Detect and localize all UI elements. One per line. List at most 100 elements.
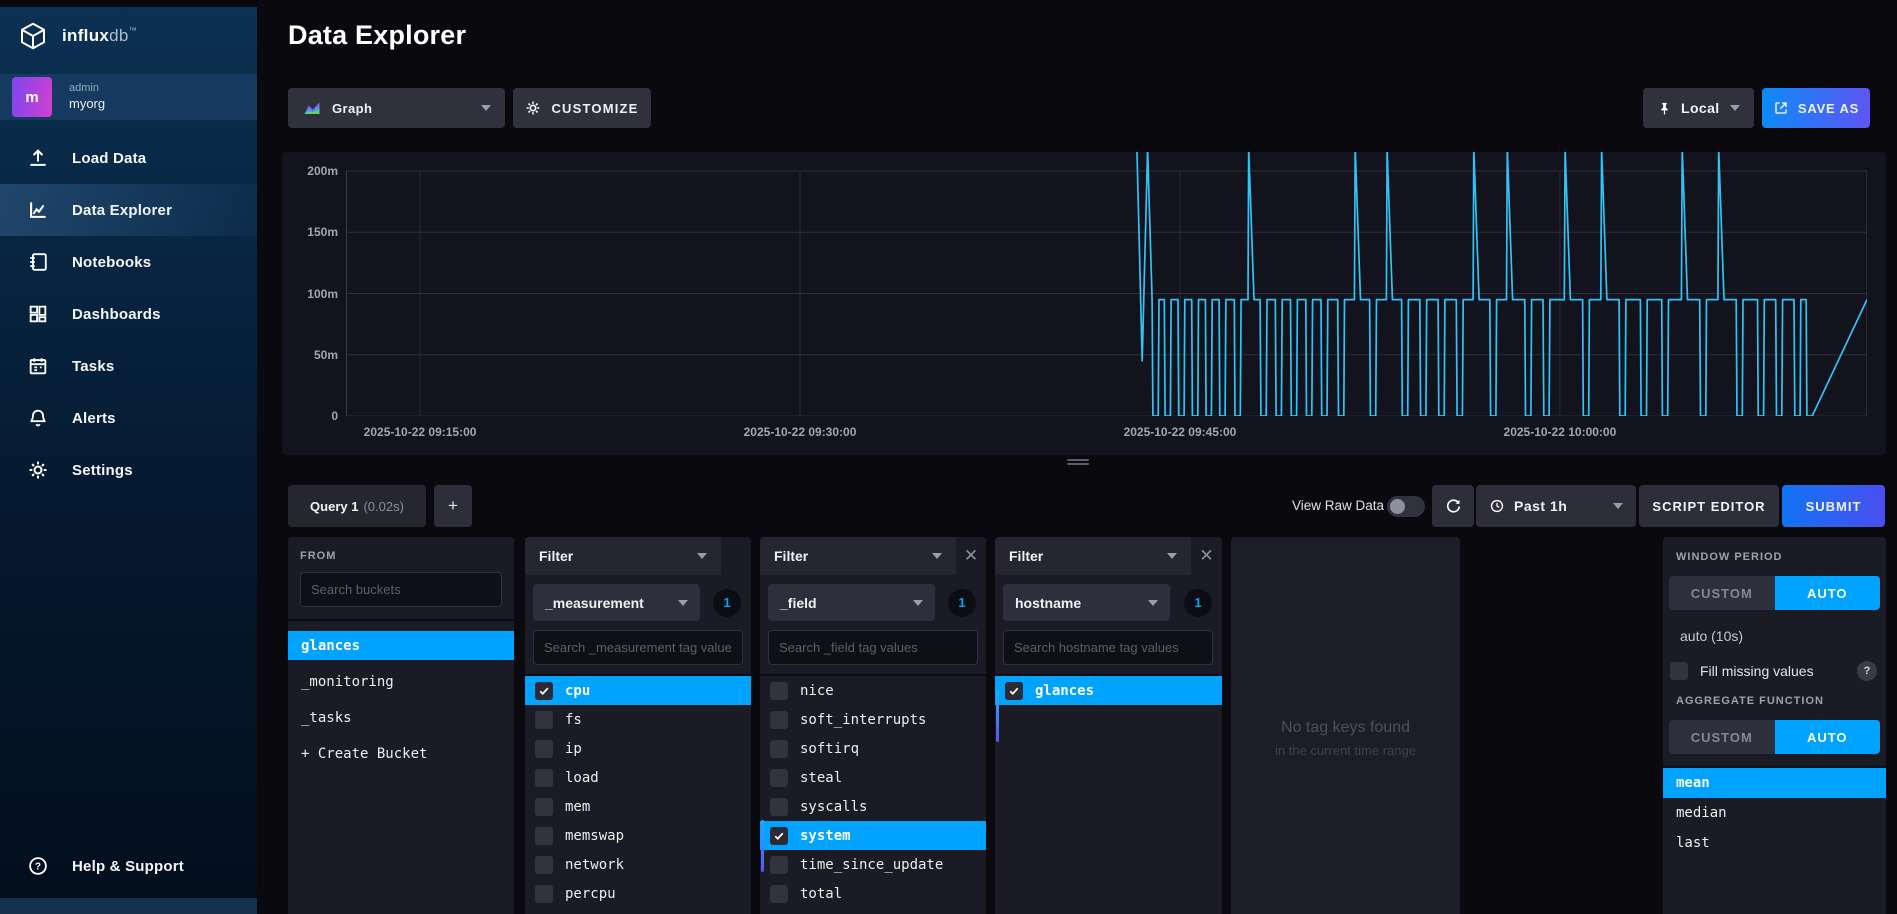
gear-icon	[525, 100, 541, 116]
bucket-item-glances[interactable]: glances	[288, 631, 514, 660]
filter-type-dropdown[interactable]: Filter	[760, 537, 956, 575]
y-tick-label: 150m	[286, 225, 338, 239]
sidebar-item-tasks[interactable]: Tasks	[0, 340, 257, 392]
filter-type-dropdown[interactable]: Filter	[995, 537, 1191, 575]
resize-handle[interactable]	[1067, 459, 1089, 467]
tag-value-time-since-update[interactable]: time_since_update	[760, 850, 986, 879]
tag-value-nice[interactable]: nice	[760, 676, 986, 705]
selected-count-badge: 1	[1184, 589, 1212, 617]
checkbox-icon[interactable]	[535, 798, 553, 816]
filter-type-dropdown[interactable]: Filter	[525, 537, 721, 575]
tag-key-dropdown[interactable]: _field	[768, 584, 935, 621]
custom-button[interactable]: CUSTOM	[1669, 576, 1775, 610]
close-icon[interactable]: ✕	[956, 537, 986, 575]
sidebar-item-alerts[interactable]: Alerts	[0, 392, 257, 444]
tag-value-glances[interactable]: glances	[995, 676, 1222, 705]
filter-panel-measurement: Filter _measurement 1 cpufsiploadmemmemswap…	[525, 537, 751, 914]
scrollbar-thumb[interactable]	[996, 690, 999, 742]
checkbox-checked-icon[interactable]	[1005, 682, 1023, 700]
sidebar-item-help-support[interactable]: ? Help & Support	[0, 845, 257, 887]
graph-type-icon	[302, 98, 322, 118]
search-tag-values-input[interactable]	[768, 630, 978, 665]
user-account[interactable]: m admin myorg	[0, 74, 257, 120]
tab-query-1[interactable]: Query 1 (0.02s)	[288, 485, 426, 527]
checkbox-checked-icon[interactable]	[535, 682, 553, 700]
script-editor-button[interactable]: SCRIPT EDITOR	[1639, 485, 1779, 527]
fill-missing-checkbox[interactable]	[1670, 662, 1688, 680]
tag-key-dropdown[interactable]: _measurement	[533, 584, 700, 621]
y-tick-label: 100m	[286, 287, 338, 301]
selected-count-badge: 1	[713, 589, 741, 617]
aggregate-function-list: meanmedianlast	[1669, 768, 1880, 858]
chevron-down-icon	[1730, 105, 1740, 111]
checkbox-icon[interactable]	[535, 885, 553, 903]
tag-value-system[interactable]: system	[760, 821, 986, 850]
time-range-dropdown[interactable]: Past 1h	[1476, 485, 1636, 527]
aggregate-function-last[interactable]: last	[1663, 828, 1886, 858]
checkbox-icon[interactable]	[535, 827, 553, 845]
sidebar-item-dashboards[interactable]: Dashboards	[0, 288, 257, 340]
sidebar-nav: Load DataData ExplorerNotebooksDashboard…	[0, 132, 257, 496]
auto-button[interactable]: AUTO	[1775, 720, 1881, 754]
tag-value-cpu[interactable]: cpu	[525, 676, 751, 705]
submit-button[interactable]: SUBMIT	[1782, 485, 1885, 527]
tag-value-memswap[interactable]: memswap	[525, 821, 751, 850]
checkbox-checked-icon[interactable]	[770, 827, 788, 845]
customize-button[interactable]: CUSTOMIZE	[513, 88, 651, 128]
tag-value-load[interactable]: load	[525, 763, 751, 792]
sidebar-item-load-data[interactable]: Load Data	[0, 132, 257, 184]
sidebar-item-data-explorer[interactable]: Data Explorer	[0, 184, 257, 236]
auto-button[interactable]: AUTO	[1775, 576, 1881, 610]
tag-value-ip[interactable]: ip	[525, 734, 751, 763]
local-label: Local	[1681, 100, 1720, 116]
custom-button[interactable]: CUSTOM	[1669, 720, 1775, 754]
checkbox-icon[interactable]	[770, 856, 788, 874]
checkbox-icon[interactable]	[770, 682, 788, 700]
tag-value-syscalls[interactable]: syscalls	[760, 792, 986, 821]
tag-value-soft-interrupts[interactable]: soft_interrupts	[760, 705, 986, 734]
tag-value-softirq[interactable]: softirq	[760, 734, 986, 763]
tag-value-total[interactable]: total	[760, 879, 986, 908]
aggregate-function-median[interactable]: median	[1663, 798, 1886, 828]
checkbox-icon[interactable]	[535, 769, 553, 787]
close-icon[interactable]: ✕	[1191, 537, 1222, 575]
create-bucket-button[interactable]: + Create Bucket	[288, 739, 514, 768]
checkbox-icon[interactable]	[535, 740, 553, 758]
aggregate-function-mean[interactable]: mean	[1663, 768, 1886, 798]
sidebar-item-settings[interactable]: Settings	[0, 444, 257, 496]
tag-value-steal[interactable]: steal	[760, 763, 986, 792]
checkbox-icon[interactable]	[535, 856, 553, 874]
top-strip	[0, 0, 257, 7]
search-tag-values-input[interactable]	[1003, 630, 1213, 665]
help-tooltip-icon[interactable]: ?	[1857, 661, 1877, 681]
chevron-down-icon	[1148, 600, 1158, 606]
checkbox-icon[interactable]	[770, 711, 788, 729]
add-query-button[interactable]: +	[434, 485, 472, 527]
search-tag-values-input[interactable]	[533, 630, 743, 665]
tag-value-mem[interactable]: mem	[525, 792, 751, 821]
save-as-button[interactable]: SAVE AS	[1762, 88, 1870, 128]
checkbox-icon[interactable]	[770, 740, 788, 758]
tag-value-fs[interactable]: fs	[525, 705, 751, 734]
checkbox-icon[interactable]	[770, 769, 788, 787]
bucket-item-monitoring[interactable]: _monitoring	[288, 667, 514, 696]
visualization-type-dropdown[interactable]: Graph	[288, 88, 505, 128]
tag-key-dropdown[interactable]: hostname	[1003, 584, 1170, 621]
scrollbar-thumb[interactable]	[761, 820, 764, 872]
user-name: admin	[69, 82, 105, 96]
window-period-title: WINDOW PERIOD	[1676, 551, 1880, 563]
logo[interactable]: influxdb™	[0, 7, 257, 65]
search-buckets-input[interactable]	[300, 572, 502, 607]
tag-value-percpu[interactable]: percpu	[525, 879, 751, 908]
checkbox-icon[interactable]	[770, 885, 788, 903]
checkbox-icon[interactable]	[535, 711, 553, 729]
view-raw-data-toggle[interactable]	[1387, 496, 1425, 517]
bucket-item-tasks[interactable]: _tasks	[288, 703, 514, 732]
tag-value-network[interactable]: network	[525, 850, 751, 879]
empty-tag-panel: No tag keys found in the current time ra…	[1231, 537, 1460, 914]
sidebar-item-notebooks[interactable]: Notebooks	[0, 236, 257, 288]
local-dropdown[interactable]: Local	[1643, 88, 1754, 128]
checkbox-icon[interactable]	[770, 798, 788, 816]
refresh-button[interactable]	[1432, 485, 1474, 527]
empty-state-subtitle: in the current time range	[1231, 743, 1460, 758]
